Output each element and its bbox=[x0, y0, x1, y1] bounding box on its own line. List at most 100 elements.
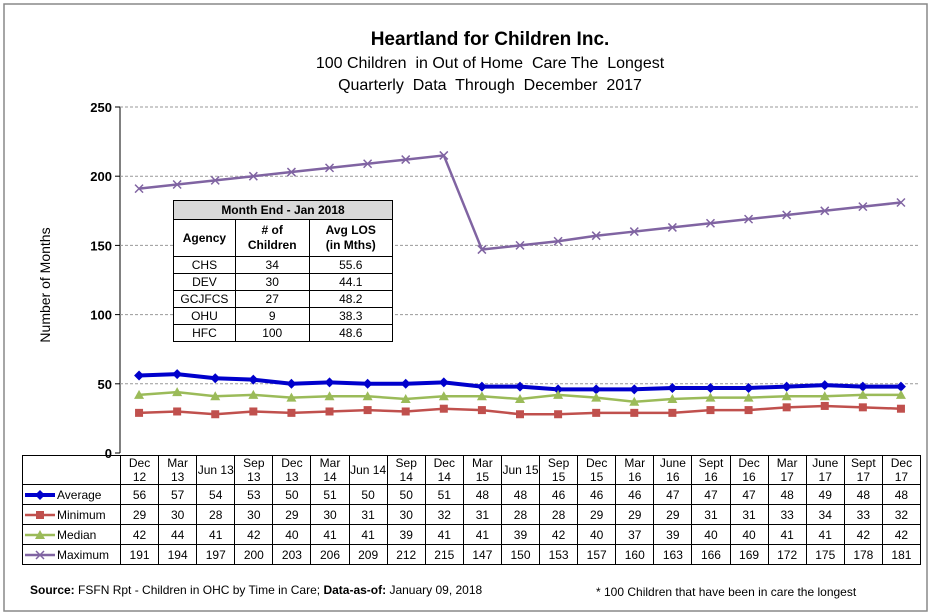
inset-cell: 48.2 bbox=[308, 290, 394, 308]
chart-subtitle: Quarterly Data Through December 2017 bbox=[338, 77, 642, 94]
legend-item: Minimum bbox=[22, 504, 121, 525]
marker bbox=[476, 381, 487, 392]
value-cell: 200 bbox=[234, 544, 274, 565]
marker bbox=[591, 231, 601, 241]
y-tick-label: 150 bbox=[90, 238, 112, 253]
value-cell: 30 bbox=[310, 504, 350, 525]
value-cell: 56 bbox=[119, 484, 160, 505]
inset-cell: 55.6 bbox=[308, 256, 394, 274]
value-cell: 42 bbox=[843, 524, 883, 545]
marker bbox=[667, 382, 678, 393]
value-cell: 48 bbox=[462, 484, 502, 505]
marker bbox=[134, 184, 144, 194]
table-row: Minimum 29 30 28 30 29 30 31 30 32 31 28 28 29 29 29 31 3… bbox=[22, 504, 921, 525]
marker bbox=[820, 206, 830, 216]
value-cell: 41 bbox=[805, 524, 845, 545]
value-cell: 51 bbox=[310, 484, 350, 505]
marker bbox=[210, 373, 221, 384]
marker bbox=[439, 404, 448, 413]
value-cell: 47 bbox=[653, 484, 693, 505]
source: Source: FSFN Rpt - Children in OHC by Ti… bbox=[30, 583, 482, 597]
marker bbox=[705, 382, 716, 393]
x-tick-label: Sep 15 bbox=[539, 455, 579, 485]
value-cell: 44 bbox=[158, 524, 198, 545]
marker bbox=[781, 391, 792, 401]
value-cell: 53 bbox=[234, 484, 274, 505]
marker bbox=[362, 378, 373, 389]
value-cell: 39 bbox=[653, 524, 693, 545]
inset-cell: 38.3 bbox=[308, 307, 394, 325]
marker bbox=[210, 175, 220, 185]
inset-header: # of Children bbox=[234, 219, 310, 257]
legend-label: Median bbox=[57, 527, 97, 542]
marker bbox=[35, 550, 45, 560]
inset-row: GCJFCS 27 48.2 bbox=[173, 290, 394, 308]
value-cell: 30 bbox=[158, 504, 198, 525]
marker bbox=[439, 150, 449, 160]
x-tick-label: Dec 13 bbox=[272, 455, 312, 485]
value-cell: 42 bbox=[881, 524, 921, 545]
inset-cell: HFC bbox=[173, 324, 236, 342]
value-cell: 31 bbox=[691, 504, 731, 525]
marker bbox=[629, 227, 639, 237]
inset-row: DEV 30 44.1 bbox=[173, 273, 394, 291]
value-cell: 50 bbox=[272, 484, 312, 505]
inset-cell: 30 bbox=[234, 273, 310, 291]
value-cell: 29 bbox=[119, 504, 160, 525]
marker bbox=[857, 389, 868, 399]
x-tick-label: Sept 16 bbox=[691, 455, 731, 485]
value-cell: 39 bbox=[386, 524, 426, 545]
marker bbox=[172, 387, 183, 397]
value-cell: 33 bbox=[843, 504, 883, 525]
value-cell: 178 bbox=[843, 544, 883, 565]
chart-title: Heartland for Children Inc. bbox=[371, 29, 610, 50]
value-cell: 215 bbox=[424, 544, 464, 565]
value-cell: 42 bbox=[539, 524, 579, 545]
x-tick-label: Dec 17 bbox=[881, 455, 921, 485]
marker bbox=[895, 389, 906, 399]
marker bbox=[668, 408, 677, 417]
legend-item: Average bbox=[22, 484, 121, 505]
x-tick-label: Mar 13 bbox=[158, 455, 198, 485]
value-cell: 33 bbox=[767, 504, 807, 525]
value-cell: 46 bbox=[577, 484, 617, 505]
marker bbox=[401, 155, 411, 165]
value-cell: 153 bbox=[539, 544, 579, 565]
legend-swatch bbox=[25, 550, 55, 560]
note: * 100 Children that have been in care th… bbox=[596, 585, 857, 599]
corner bbox=[22, 455, 121, 485]
value-cell: 40 bbox=[272, 524, 312, 545]
value-cell: 41 bbox=[348, 524, 388, 545]
value-cell: 37 bbox=[615, 524, 655, 545]
marker bbox=[286, 378, 297, 389]
marker bbox=[515, 240, 525, 250]
marker bbox=[477, 245, 487, 255]
x-tick-label: Jun 15 bbox=[500, 455, 541, 485]
value-cell: 31 bbox=[462, 504, 502, 525]
value-cell: 32 bbox=[881, 504, 921, 525]
legend-item: Maximum bbox=[22, 544, 121, 565]
value-cell: 181 bbox=[881, 544, 921, 565]
value-cell: 51 bbox=[424, 484, 464, 505]
value-cell: 57 bbox=[158, 484, 198, 505]
value-cell: 194 bbox=[158, 544, 198, 565]
x-tick-label: Sept 17 bbox=[843, 455, 883, 485]
x-tick-label: June 16 bbox=[653, 455, 693, 485]
value-cell: 29 bbox=[272, 504, 312, 525]
marker bbox=[210, 391, 221, 401]
marker bbox=[172, 369, 183, 380]
x-tick-label: Jun 13 bbox=[196, 455, 236, 485]
value-cell: 48 bbox=[500, 484, 541, 505]
marker bbox=[248, 374, 259, 385]
legend-swatch bbox=[25, 530, 55, 540]
marker bbox=[553, 389, 564, 399]
value-cell: 48 bbox=[881, 484, 921, 505]
inset-title-row: Month End - Jan 2018 bbox=[173, 200, 393, 220]
legend-label: Minimum bbox=[57, 507, 106, 522]
y-tick-label: 50 bbox=[98, 377, 112, 392]
marker bbox=[591, 392, 602, 402]
value-cell: 191 bbox=[119, 544, 160, 565]
inset-row: CHS 34 55.6 bbox=[173, 256, 394, 274]
value-cell: 212 bbox=[386, 544, 426, 565]
